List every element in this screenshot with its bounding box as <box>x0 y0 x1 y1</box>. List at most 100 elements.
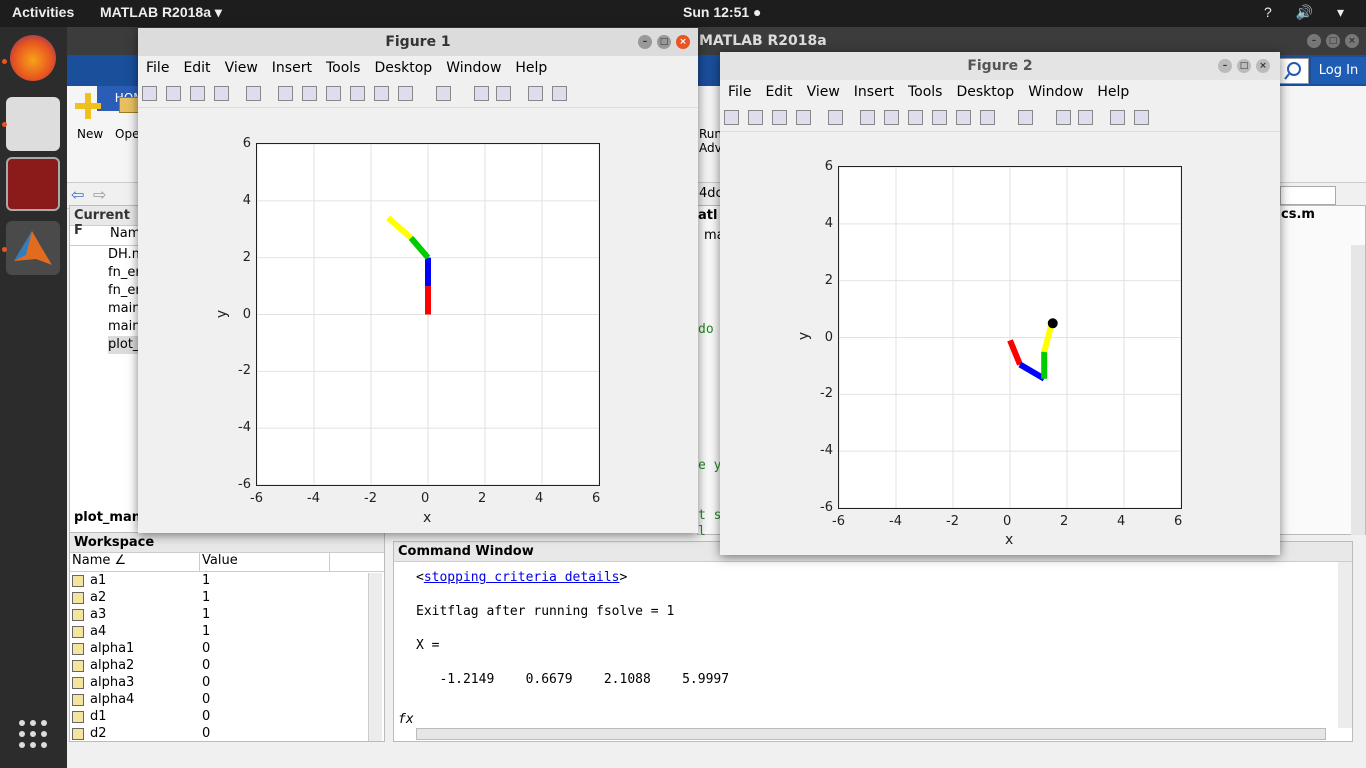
back-icon[interactable]: ⇦ <box>71 185 85 204</box>
table-row[interactable]: a4 1 <box>70 623 384 640</box>
legend-icon[interactable] <box>1078 110 1093 125</box>
minimize-button[interactable]: – <box>1307 34 1321 48</box>
legend-icon[interactable] <box>496 86 511 101</box>
stopping-criteria-link[interactable]: stopping criteria details <box>423 570 620 585</box>
command-vscrollbar[interactable] <box>1338 562 1352 728</box>
menu-window[interactable]: Window <box>446 60 502 76</box>
open-button[interactable]: Ope <box>115 127 140 141</box>
close-button[interactable]: × <box>676 35 690 49</box>
edit-plot-icon[interactable] <box>246 86 261 101</box>
close-button[interactable]: × <box>1345 34 1359 48</box>
app-grid-icon[interactable] <box>18 719 48 749</box>
link-plot-icon[interactable] <box>1018 110 1033 125</box>
figure2-axes[interactable] <box>838 166 1182 509</box>
matlab-icon[interactable] <box>6 221 60 275</box>
table-row[interactable]: alpha4 0 <box>70 691 384 708</box>
pan-icon[interactable] <box>908 110 923 125</box>
path-dropdown[interactable] <box>1280 186 1336 205</box>
data-cursor-icon[interactable] <box>956 110 971 125</box>
show-tools-icon[interactable] <box>552 86 567 101</box>
editor-file-tab[interactable]: cs.m <box>1281 207 1315 222</box>
table-row[interactable]: d2 0 <box>70 725 384 742</box>
brush-icon[interactable] <box>398 86 413 101</box>
path-field[interactable]: 4dc <box>699 186 723 201</box>
edit-plot-icon[interactable] <box>828 110 843 125</box>
new-icon[interactable] <box>75 93 101 119</box>
figure1-axes[interactable] <box>256 143 600 486</box>
colorbar-icon[interactable] <box>1056 110 1071 125</box>
menu-view[interactable]: View <box>806 84 840 100</box>
save-icon[interactable] <box>190 86 205 101</box>
menu-tools[interactable]: Tools <box>907 84 943 100</box>
menu-file[interactable]: File <box>728 84 752 100</box>
col-name[interactable]: Name ∠ <box>70 553 200 571</box>
rotate-icon[interactable] <box>350 86 365 101</box>
zoom-out-icon[interactable] <box>884 110 899 125</box>
run-advance-button[interactable]: Adv <box>699 141 722 155</box>
search-button[interactable] <box>1279 58 1309 84</box>
show-tools-icon[interactable] <box>1134 110 1149 125</box>
terminal-icon[interactable] <box>6 157 60 211</box>
table-row[interactable]: a1 1 <box>70 572 384 589</box>
table-row[interactable]: a2 1 <box>70 589 384 606</box>
table-row[interactable]: alpha2 0 <box>70 657 384 674</box>
pan-icon[interactable] <box>326 86 341 101</box>
menu-edit[interactable]: Edit <box>183 60 211 76</box>
login-button[interactable]: Log In <box>1311 57 1366 84</box>
menu-insert[interactable]: Insert <box>271 60 312 76</box>
open-file-icon[interactable] <box>748 110 763 125</box>
run-button[interactable]: Run <box>699 127 723 141</box>
close-button[interactable]: × <box>1256 59 1270 73</box>
col-value[interactable]: Value <box>200 553 330 571</box>
folder-col-name[interactable]: Nam <box>70 226 140 246</box>
command-hscrollbar[interactable] <box>416 728 1326 740</box>
menu-insert[interactable]: Insert <box>853 84 894 100</box>
firefox-icon[interactable] <box>10 35 56 81</box>
list-item[interactable]: fn_er <box>108 265 141 280</box>
app-menu[interactable]: MATLAB R2018a ▾ <box>100 4 222 20</box>
files-icon[interactable] <box>6 97 60 151</box>
rotate-icon[interactable] <box>932 110 947 125</box>
print-icon[interactable] <box>214 86 229 101</box>
hide-tools-icon[interactable] <box>528 86 543 101</box>
maximize-button[interactable]: □ <box>657 35 671 49</box>
menu-file[interactable]: File <box>146 60 170 76</box>
list-item[interactable]: plot_ <box>108 336 140 354</box>
new-figure-icon[interactable] <box>724 110 739 125</box>
hide-tools-icon[interactable] <box>1110 110 1125 125</box>
brush-icon[interactable] <box>980 110 995 125</box>
new-figure-icon[interactable] <box>142 86 157 101</box>
workspace-scrollbar[interactable] <box>368 573 382 741</box>
colorbar-icon[interactable] <box>474 86 489 101</box>
menu-view[interactable]: View <box>224 60 258 76</box>
table-row[interactable]: alpha1 0 <box>70 640 384 657</box>
list-item[interactable]: main <box>108 301 141 316</box>
clock[interactable]: Sun 12:51 ● <box>683 4 762 20</box>
link-plot-icon[interactable] <box>436 86 451 101</box>
zoom-out-icon[interactable] <box>302 86 317 101</box>
menu-tools[interactable]: Tools <box>325 60 361 76</box>
editor-vscrollbar[interactable] <box>1351 245 1365 535</box>
editor-tab[interactable]: ma <box>704 228 725 243</box>
maximize-button[interactable]: □ <box>1326 34 1340 48</box>
menu-desktop[interactable]: Desktop <box>374 60 433 76</box>
open-file-icon[interactable] <box>166 86 181 101</box>
table-row[interactable]: alpha3 0 <box>70 674 384 691</box>
data-cursor-icon[interactable] <box>374 86 389 101</box>
new-button[interactable]: New <box>77 127 104 141</box>
system-tray[interactable]: ? 🔊 ▾ <box>1263 4 1354 20</box>
table-row[interactable]: a3 1 <box>70 606 384 623</box>
menu-window[interactable]: Window <box>1028 84 1084 100</box>
zoom-in-icon[interactable] <box>860 110 875 125</box>
menu-help[interactable]: Help <box>515 60 548 76</box>
minimize-button[interactable]: – <box>1218 59 1232 73</box>
save-icon[interactable] <box>772 110 787 125</box>
menu-desktop[interactable]: Desktop <box>956 84 1015 100</box>
list-item[interactable]: DH.m <box>108 247 145 262</box>
maximize-button[interactable]: □ <box>1237 59 1251 73</box>
table-row[interactable]: d1 0 <box>70 708 384 725</box>
minimize-button[interactable]: – <box>638 35 652 49</box>
activities-button[interactable]: Activities <box>12 4 75 20</box>
forward-icon[interactable]: ⇨ <box>93 185 107 204</box>
print-icon[interactable] <box>796 110 811 125</box>
